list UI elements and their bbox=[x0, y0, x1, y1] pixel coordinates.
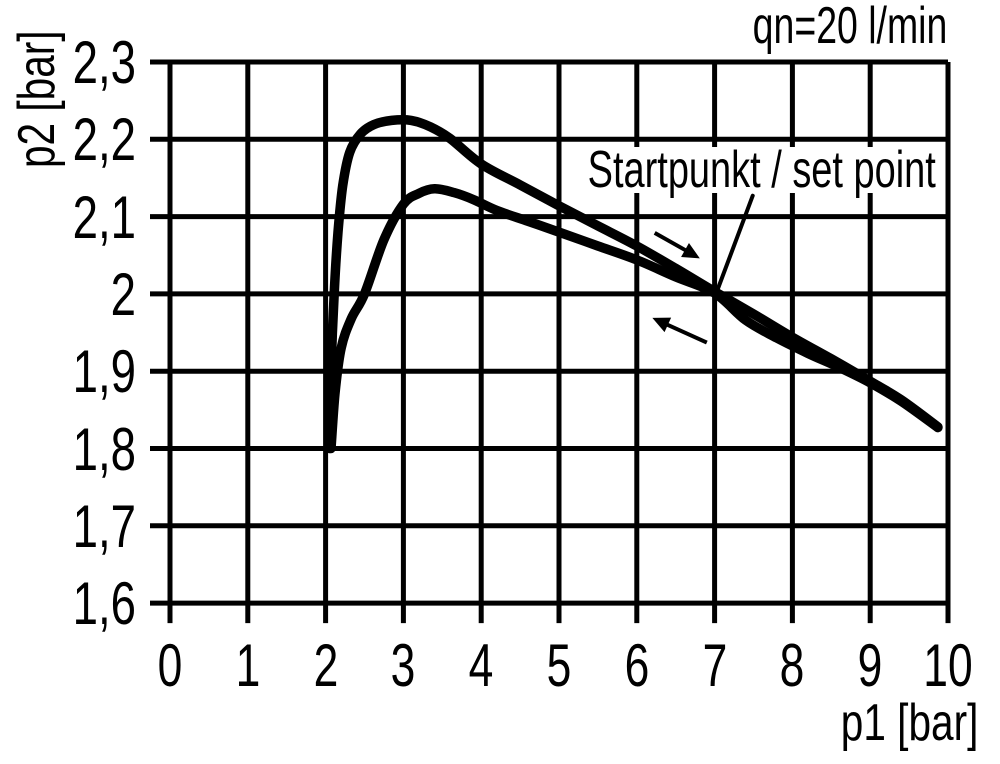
set-point-leader-line bbox=[715, 193, 755, 292]
arrow-shaft bbox=[653, 231, 690, 254]
set-point-annotation: Startpunkt / set point bbox=[584, 144, 940, 196]
y-tick-label: 1,8 bbox=[72, 415, 136, 483]
x-tick-label: 8 bbox=[780, 632, 805, 699]
plot-grid bbox=[150, 59, 951, 624]
direction-arrow-left bbox=[652, 317, 708, 345]
y-tick-label: 1,9 bbox=[72, 338, 136, 406]
direction-arrow-right bbox=[653, 231, 700, 259]
y-tick-label: 2,1 bbox=[72, 183, 136, 251]
arrow-shaft bbox=[663, 321, 708, 345]
y-tick-label: 1,6 bbox=[72, 570, 136, 638]
x-tick-label: 2 bbox=[313, 632, 338, 699]
curve-forward bbox=[324, 114, 943, 454]
x-tick-label: 1 bbox=[235, 632, 261, 699]
arrow-head bbox=[652, 317, 672, 333]
curve-return bbox=[326, 184, 943, 454]
x-tick-label: 3 bbox=[391, 632, 416, 699]
x-tick-label: 4 bbox=[468, 632, 494, 699]
y-tick-label: 2,2 bbox=[72, 106, 136, 174]
flow-rate-annotation: qn=20 l/min bbox=[752, 0, 947, 55]
x-tick-label: 6 bbox=[624, 632, 650, 699]
x-tick-label: 5 bbox=[546, 632, 572, 699]
x-tick-label: 7 bbox=[702, 632, 727, 699]
y-tick-label: 2 bbox=[110, 260, 136, 328]
arrow-head bbox=[681, 243, 700, 259]
x-tick-label: 0 bbox=[157, 632, 183, 699]
y-tick-label: 1,7 bbox=[72, 492, 136, 560]
x-tick-label: 9 bbox=[857, 632, 883, 699]
y-tick-label: 2,3 bbox=[72, 29, 136, 96]
x-axis-title: p1 [bar] bbox=[840, 694, 978, 752]
x-tick-label: 10 bbox=[923, 632, 973, 699]
